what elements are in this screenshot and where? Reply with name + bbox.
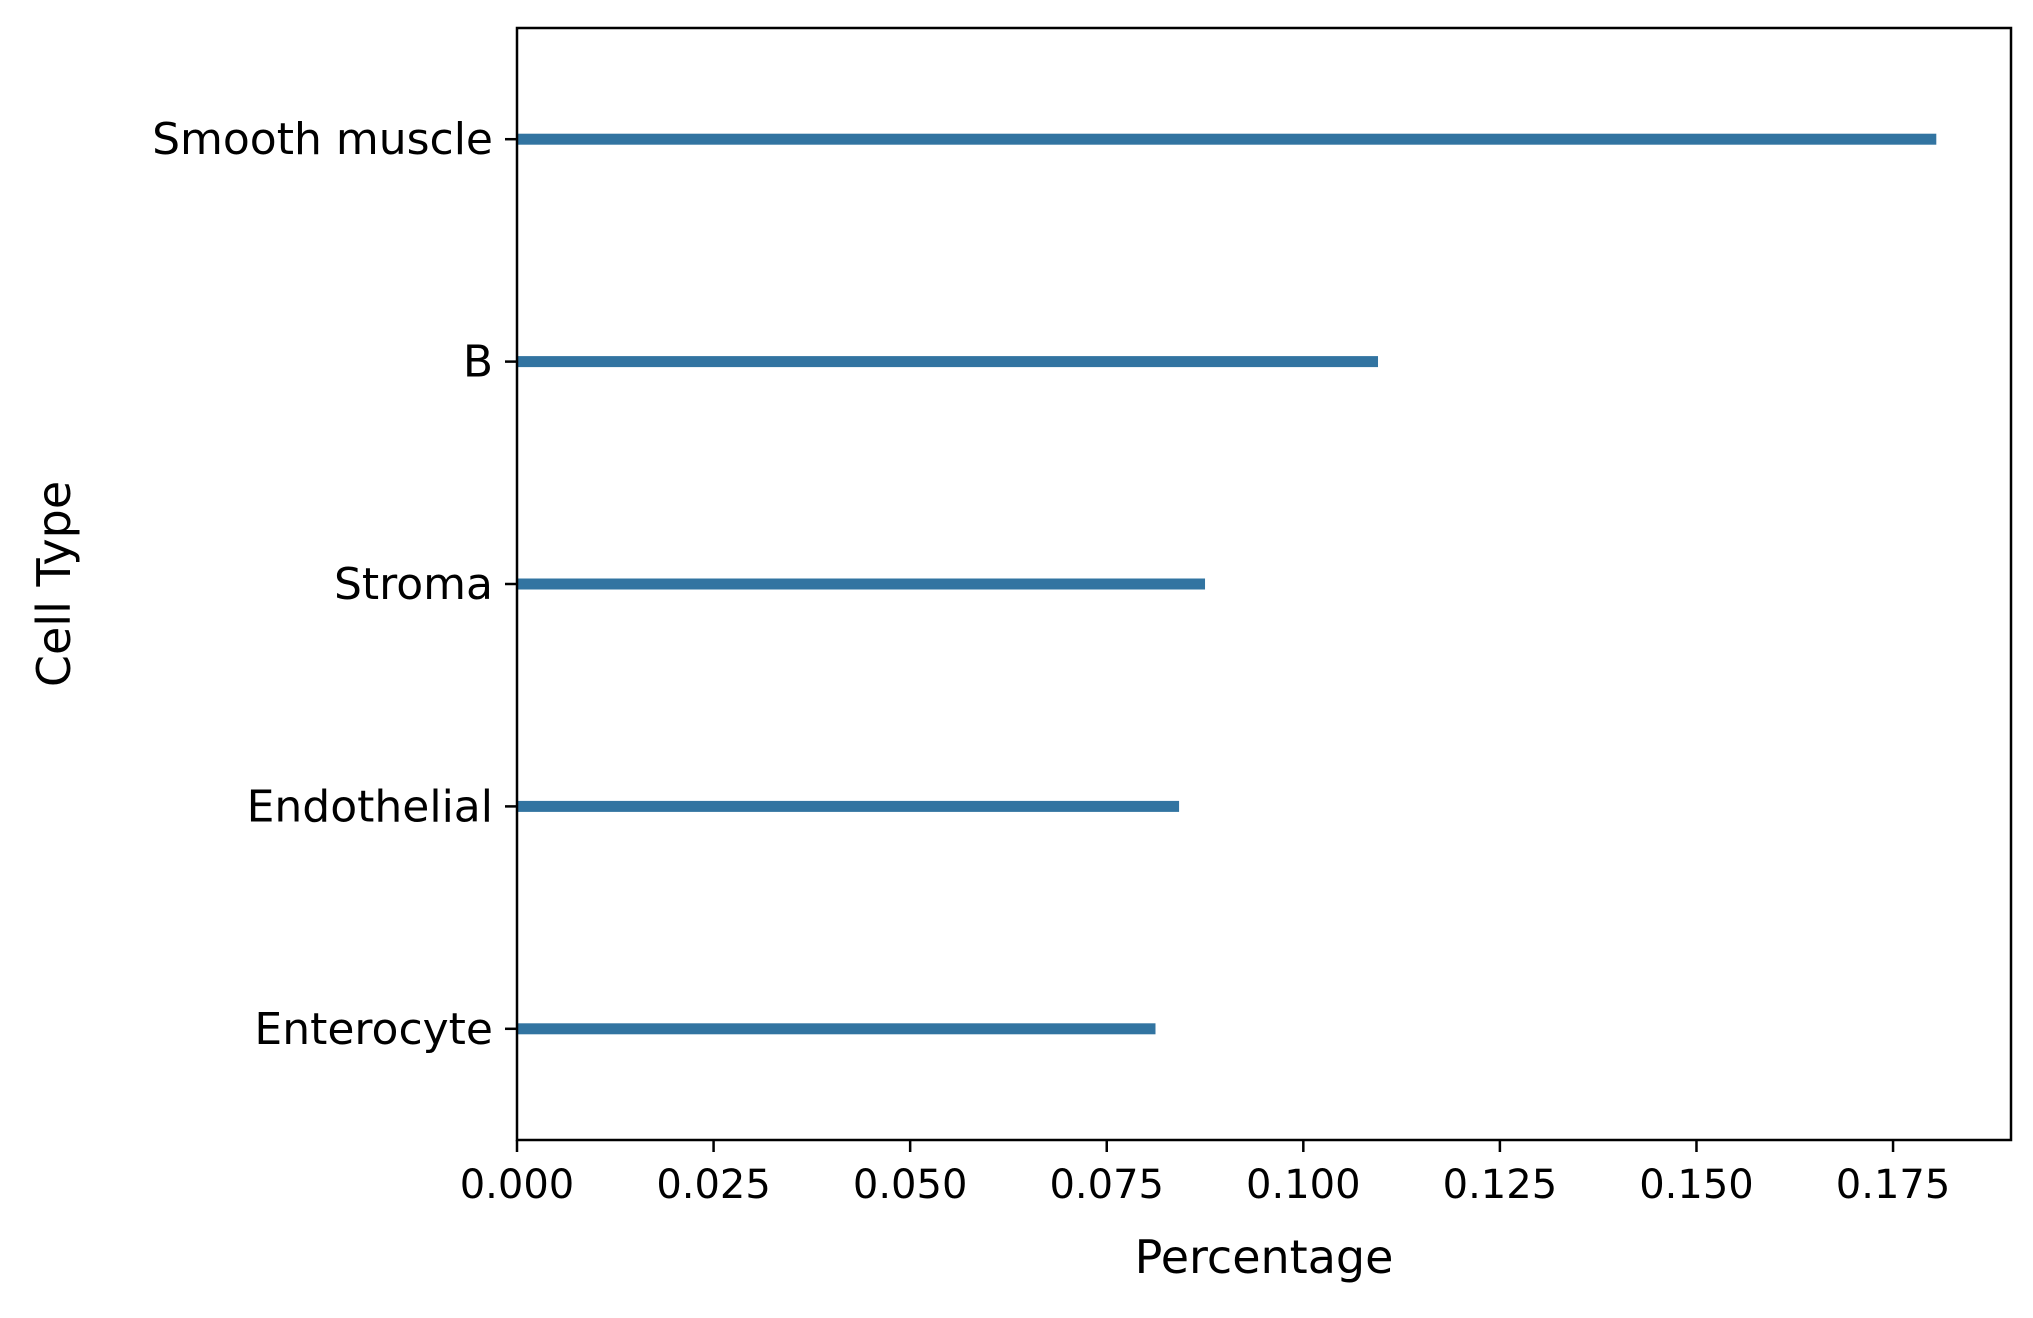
bar-enterocyte [517, 1023, 1156, 1035]
y-tick-label: Enterocyte [254, 1004, 493, 1055]
x-tick-label: 0.175 [1836, 1162, 1951, 1208]
y-axis-label: Cell Type [27, 481, 81, 687]
y-tick-label: B [463, 337, 493, 388]
x-tick-label: 0.100 [1246, 1162, 1361, 1208]
bars-layer [517, 133, 1937, 1035]
x-tick-label: 0.150 [1639, 1162, 1754, 1208]
bar-smooth-muscle [517, 133, 1937, 145]
x-tick-label: 0.000 [460, 1162, 575, 1208]
y-tick-label: Endothelial [247, 781, 493, 832]
x-axis-label: Percentage [1135, 1230, 1394, 1284]
x-tick-label: 0.025 [656, 1162, 771, 1208]
y-tick-label: Smooth muscle [152, 114, 493, 165]
x-tick-label: 0.050 [853, 1162, 968, 1208]
y-tick-label: Stroma [334, 559, 493, 610]
bar-endothelial [517, 800, 1180, 812]
x-tick-label: 0.075 [1049, 1162, 1164, 1208]
bar-stroma [517, 578, 1206, 590]
x-tick-label: 0.125 [1443, 1162, 1558, 1208]
y-axis-ticks: Smooth muscle B Stroma Endothelial Enterocyt… [152, 114, 517, 1055]
bar-b [517, 356, 1379, 368]
x-axis-ticks: 0.000 0.025 0.050 0.075 0.100 0.125 0.150 0.175 [460, 1140, 1951, 1208]
